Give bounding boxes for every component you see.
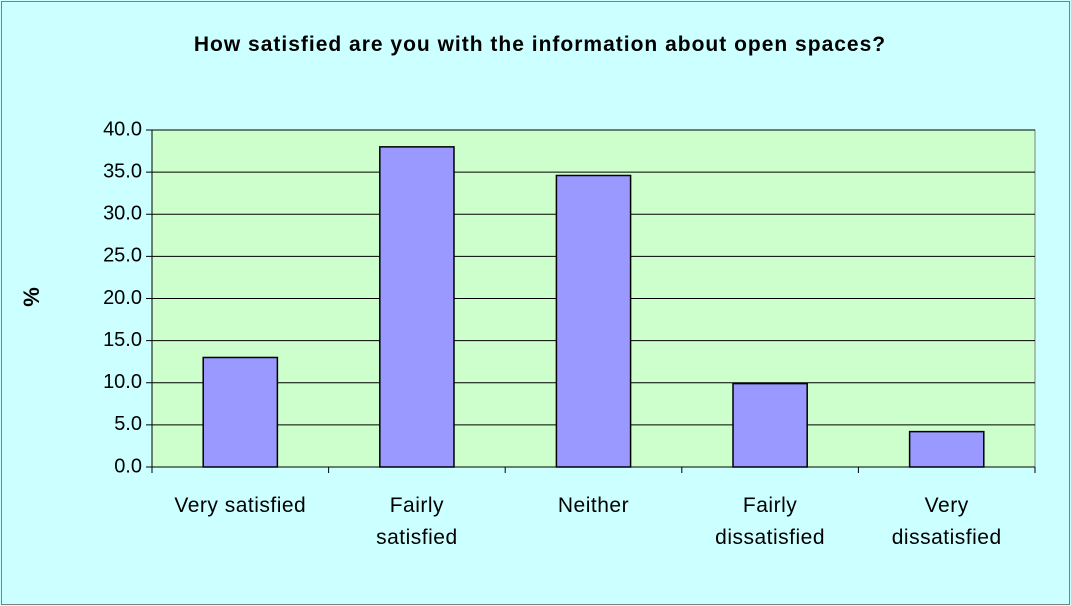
- y-tick-label: 40.0: [103, 118, 142, 140]
- chart-title: How satisfied are you with the informati…: [193, 33, 887, 56]
- y-tick-label: 5.0: [114, 413, 142, 435]
- x-tick-label: Fairly satisfied: [376, 494, 458, 549]
- y-tick-label: 15.0: [103, 329, 142, 351]
- y-tick-label: 35.0: [103, 160, 142, 182]
- y-tick-label: 25.0: [103, 245, 142, 267]
- y-tick-label: 30.0: [103, 203, 142, 225]
- bar: [732, 382, 808, 468]
- bar: [908, 430, 985, 468]
- x-tick-label: Very satisfied: [174, 494, 307, 517]
- x-tick-label: Fairly dissatisfied: [715, 494, 826, 549]
- bar: [379, 146, 455, 468]
- y-tick-label: 20.0: [103, 287, 142, 309]
- bar: [555, 174, 632, 468]
- x-tick-label: Neither: [557, 494, 630, 517]
- y-tick-label: 0.0: [114, 455, 142, 477]
- y-tick-label: 10.0: [103, 371, 142, 393]
- x-tick-label: Very dissatisfied: [891, 494, 1002, 549]
- bar: [202, 356, 279, 468]
- y-axis-label: %: [18, 287, 44, 307]
